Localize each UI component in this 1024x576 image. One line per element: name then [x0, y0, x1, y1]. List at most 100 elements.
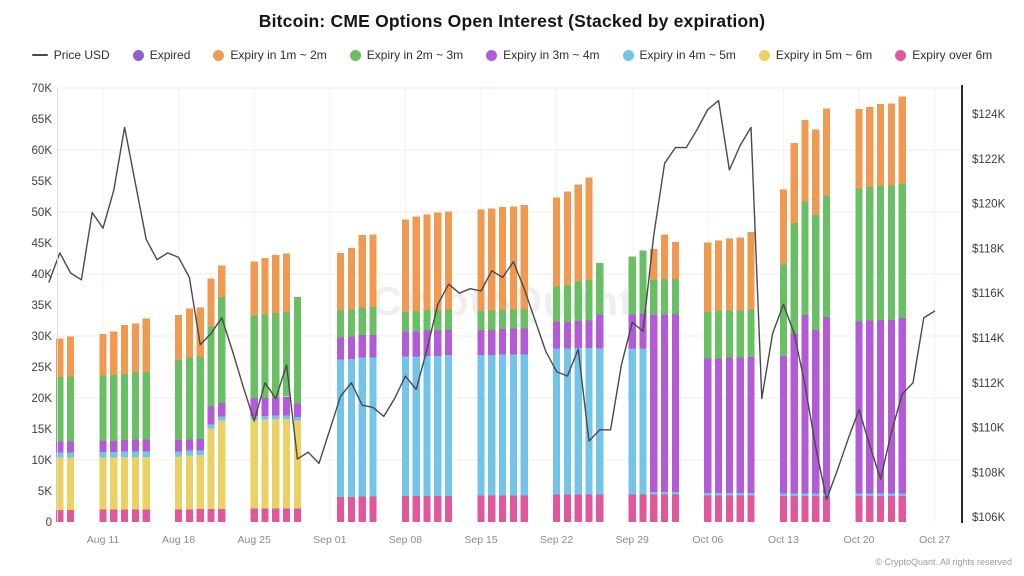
bar-segment-aug-20-e4_5m[interactable] [196, 450, 204, 455]
bar-segment-sep-09-e1_2m[interactable] [412, 216, 420, 312]
bar-segment-sep-18-over_6m[interactable] [509, 495, 517, 522]
bar-segment-oct-17-e2_3m[interactable] [823, 195, 831, 317]
bar-segment-oct-17-e3_4m[interactable] [823, 316, 831, 494]
bar-segment-aug-26-e2_3m[interactable] [261, 314, 269, 398]
bar-segment-aug-28-e3_4m[interactable] [283, 396, 291, 416]
bar-segment-sep-11-e4_5m[interactable] [434, 355, 442, 496]
bar-segment-sep-18-e4_5m[interactable] [509, 354, 517, 496]
bar-segment-aug-22-e5_6m[interactable] [218, 420, 226, 509]
bar-segment-sep-09-e3_4m[interactable] [412, 331, 420, 357]
bar-segment-aug-20-over_6m[interactable] [196, 509, 204, 522]
bar-segment-aug-12-e1_2m[interactable] [110, 331, 118, 376]
bar-segment-oct-03-e3_4m[interactable] [671, 314, 679, 493]
bar-segment-oct-01-e4_5m[interactable] [650, 492, 658, 495]
bar-segment-aug-22-e3_4m[interactable] [218, 403, 226, 417]
bar-segment-aug-29-e2_3m[interactable] [293, 296, 301, 404]
bar-segment-aug-18-e1_2m[interactable] [175, 314, 183, 361]
bar-segment-aug-28-e2_3m[interactable] [283, 311, 291, 397]
bar-segment-aug-12-e5_6m[interactable] [110, 457, 118, 510]
bar-segment-oct-24-e3_4m[interactable] [898, 318, 906, 494]
bar-segment-oct-08-over_6m[interactable] [725, 495, 733, 522]
bar-segment-sep-04-e4_5m[interactable] [358, 357, 366, 497]
bar-segment-sep-05-over_6m[interactable] [369, 496, 377, 522]
bar-segment-oct-13-over_6m[interactable] [779, 496, 787, 522]
bar-segment-sep-03-over_6m[interactable] [347, 497, 355, 522]
bar-segment-sep-22-over_6m[interactable] [553, 494, 561, 522]
bar-segment-sep-08-e4_5m[interactable] [401, 356, 409, 497]
bar-segment-sep-12-e3_4m[interactable] [445, 329, 453, 356]
bar-segment-aug-14-e1_2m[interactable] [131, 323, 139, 373]
legend-item-expiry-in-4m-5m[interactable]: Expiry in 4m ~ 5m [622, 48, 736, 62]
bar-segment-aug-19-e5_6m[interactable] [185, 455, 193, 510]
legend-item-price-usd[interactable]: Price USD [31, 48, 110, 62]
bar-segment-oct-16-e3_4m[interactable] [812, 329, 820, 494]
bar-segment-aug-12-e2_3m[interactable] [110, 375, 118, 441]
bar-segment-oct-23-e3_4m[interactable] [887, 319, 895, 494]
bar-segment-sep-24-e3_4m[interactable] [574, 321, 582, 348]
bar-segment-sep-04-e1_2m[interactable] [358, 234, 366, 308]
bar-segment-oct-16-e4_5m[interactable] [812, 493, 820, 497]
bar-segment-oct-22-e1_2m[interactable] [877, 104, 885, 186]
legend-item-expired[interactable]: Expired [132, 48, 190, 62]
bar-segment-sep-08-over_6m[interactable] [401, 496, 409, 522]
bar-segment-aug-26-e1_2m[interactable] [261, 257, 269, 315]
bar-segment-oct-09-e1_2m[interactable] [736, 237, 744, 311]
bar-segment-sep-02-e1_2m[interactable] [337, 252, 345, 311]
bar-segment-sep-03-e1_2m[interactable] [347, 248, 355, 310]
bar-segment-oct-15-e2_3m[interactable] [801, 201, 809, 316]
bar-segment-aug-22-e2_3m[interactable] [218, 296, 226, 403]
bar-segment-oct-17-over_6m[interactable] [823, 496, 831, 522]
bar-segment-oct-02-e4_5m[interactable] [661, 492, 669, 495]
bar-segment-sep-19-over_6m[interactable] [520, 495, 528, 522]
bar-segment-sep-22-e2_3m[interactable] [553, 286, 561, 322]
bar-segment-sep-11-e3_4m[interactable] [434, 330, 442, 356]
bar-segment-oct-13-e2_3m[interactable] [779, 264, 787, 356]
bar-segment-oct-01-over_6m[interactable] [650, 494, 658, 522]
bar-segment-oct-16-e1_2m[interactable] [812, 129, 820, 216]
bar-segment-oct-24-e4_5m[interactable] [898, 493, 906, 497]
bar-segment-aug-22-e1_2m[interactable] [218, 265, 226, 297]
bar-segment-sep-24-e4_5m[interactable] [574, 347, 582, 495]
bar-segment-sep-17-e2_3m[interactable] [499, 310, 507, 330]
bar-segment-oct-21-over_6m[interactable] [866, 496, 874, 522]
bar-segment-aug-27-e3_4m[interactable] [272, 397, 280, 416]
bar-segment-sep-18-e1_2m[interactable] [509, 206, 517, 310]
bar-segment-aug-26-over_6m[interactable] [261, 508, 269, 522]
bar-segment-oct-14-over_6m[interactable] [790, 496, 798, 522]
bar-segment-oct-07-e2_3m[interactable] [715, 311, 723, 359]
bar-segment-oct-07-e3_4m[interactable] [715, 358, 723, 493]
bar-segment-oct-13-e1_2m[interactable] [779, 189, 787, 265]
bar-segment-aug-21-over_6m[interactable] [207, 509, 215, 522]
bar-segment-oct-15-over_6m[interactable] [801, 496, 809, 522]
bar-segment-aug-15-e3_4m[interactable] [142, 439, 150, 452]
bar-segment-sep-05-e1_2m[interactable] [369, 234, 377, 307]
bar-segment-aug-14-e3_4m[interactable] [131, 439, 139, 452]
bar-segment-oct-24-e2_3m[interactable] [898, 184, 906, 318]
bar-segment-oct-06-e3_4m[interactable] [704, 358, 712, 493]
bar-segment-aug-13-e2_3m[interactable] [121, 373, 129, 441]
bar-segment-aug-25-e5_6m[interactable] [250, 419, 258, 509]
bar-segment-oct-01-e3_4m[interactable] [650, 314, 658, 493]
bar-segment-sep-12-e1_2m[interactable] [445, 211, 453, 310]
bar-segment-oct-21-e3_4m[interactable] [866, 320, 874, 494]
bar-segment-sep-09-e2_3m[interactable] [412, 311, 420, 332]
bar-segment-aug-11-e2_3m[interactable] [99, 375, 107, 441]
bar-segment-sep-23-e3_4m[interactable] [563, 321, 571, 349]
bar-segment-aug-08-e4_5m[interactable] [67, 452, 75, 458]
bar-segment-sep-16-e1_2m[interactable] [488, 208, 496, 311]
bar-segment-aug-15-e5_6m[interactable] [142, 456, 150, 510]
bar-segment-aug-12-e4_5m[interactable] [110, 451, 118, 458]
bar-segment-oct-07-e1_2m[interactable] [715, 240, 723, 312]
bar-segment-aug-18-e4_5m[interactable] [175, 451, 183, 457]
legend-item-expiry-in-1m-2m[interactable]: Expiry in 1m ~ 2m [213, 48, 327, 62]
bar-segment-aug-12-e3_4m[interactable] [110, 440, 118, 452]
bar-segment-aug-27-e4_5m[interactable] [272, 415, 280, 420]
bar-segment-sep-09-over_6m[interactable] [412, 496, 420, 522]
bar-segment-oct-24-e1_2m[interactable] [898, 96, 906, 185]
bar-segment-oct-10-e2_3m[interactable] [747, 309, 755, 357]
bar-segment-sep-04-e2_3m[interactable] [358, 307, 366, 335]
bar-segment-sep-18-e3_4m[interactable] [509, 328, 517, 355]
bar-segment-aug-20-e3_4m[interactable] [196, 438, 204, 451]
bar-segment-sep-30-over_6m[interactable] [639, 494, 647, 522]
legend-item-expiry-over-6m[interactable]: Expiry over 6m [895, 48, 992, 62]
